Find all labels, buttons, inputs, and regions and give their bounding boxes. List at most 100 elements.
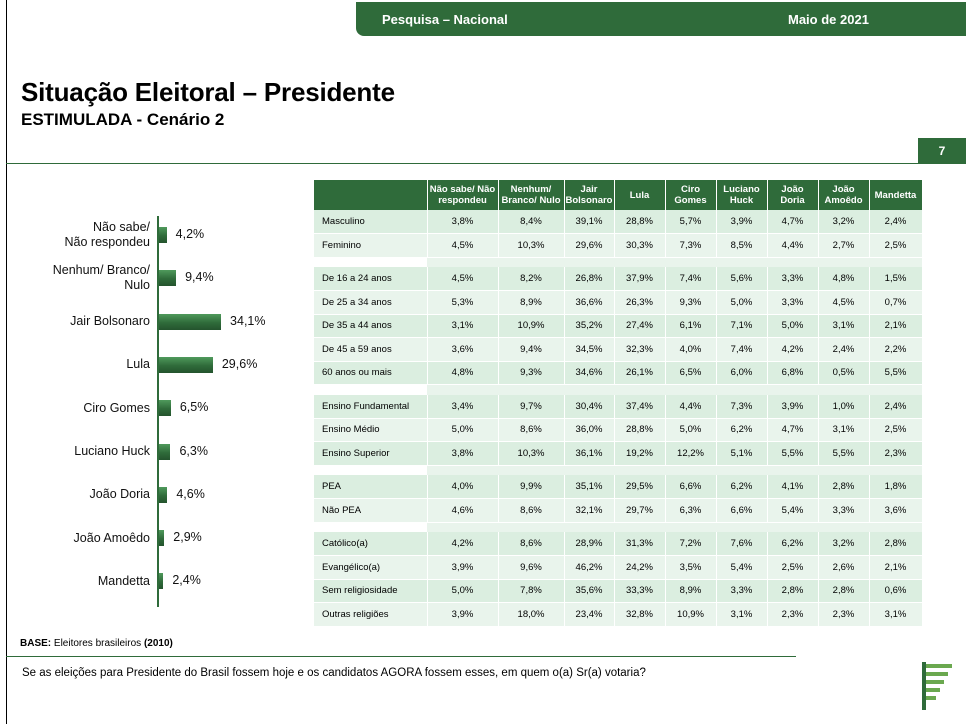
table-cell: 6,8% <box>767 361 819 385</box>
table-cell: 7,4% <box>716 337 768 362</box>
table-cell: 18,0% <box>498 602 565 627</box>
table-cell: 5,4% <box>767 498 819 523</box>
table-row: Não PEA 4,6% 8,6% 32,1% 29,7% 6,3% 6,6% 5,4% 3,3… <box>314 498 923 523</box>
table-cell: 1,0% <box>818 394 870 419</box>
table-cell: 4,0% <box>427 475 499 499</box>
table-cell: 4,2% <box>767 337 819 362</box>
footer-divider <box>6 656 796 657</box>
table-cell: 4,1% <box>767 475 819 499</box>
table-cell: 7,8% <box>498 579 565 603</box>
table-column-header: Mandetta <box>869 180 923 210</box>
table-cell: 2,4% <box>818 337 870 362</box>
table-row-label: Ensino Fundamental <box>314 394 428 419</box>
left-border <box>6 0 7 724</box>
table-cell: 8,9% <box>665 579 717 603</box>
table-cell: 35,2% <box>564 314 615 338</box>
table-cell: 7,4% <box>665 267 717 291</box>
table-row: De 35 a 44 anos 3,1% 10,9% 35,2% 27,4% 6,1% 7,… <box>314 314 923 338</box>
table-cell: 4,7% <box>767 418 819 442</box>
page-title: Situação Eleitoral – Presidente <box>21 77 395 107</box>
table-cell: 4,2% <box>427 532 499 556</box>
table-column-header: João Amoêdo <box>818 180 870 210</box>
table-row: Masculino 3,8% 8,4% 39,1% 28,8% 5,7% 3,9% 4,7% 3… <box>314 210 923 234</box>
table-row: 60 anos ou mais 4,8% 9,3% 34,6% 26,1% 6,5% 6,0… <box>314 361 923 385</box>
table-cell: 3,1% <box>427 314 499 338</box>
table-cell: 2,7% <box>818 233 870 258</box>
table-row-label: Evangélico(a) <box>314 555 428 580</box>
table-cell: 5,5% <box>767 441 819 466</box>
table-row-label: 60 anos ou mais <box>314 361 428 385</box>
base-description: Eleitores brasileiros <box>51 638 144 649</box>
table-row-label: Sem religiosidade <box>314 579 428 603</box>
table-cell: 1,5% <box>869 267 923 291</box>
table-row: Outras religiões 3,9% 18,0% 23,4% 32,8% 10,9%… <box>314 602 923 627</box>
bar-value-label: 2,4% <box>172 573 201 588</box>
table-cell: 2,8% <box>869 532 923 556</box>
table-row-label: Outras religiões <box>314 602 428 627</box>
table-column-header: Ciro Gomes <box>665 180 717 210</box>
base-label: BASE: <box>20 638 52 649</box>
table-row: Ensino Superior 3,8% 10,3% 36,1% 19,2% 12,2% 5… <box>314 441 923 466</box>
table-cell: 3,4% <box>427 394 499 419</box>
table-cell: 34,6% <box>564 361 615 385</box>
table-cell: 7,1% <box>716 314 768 338</box>
table-cell: 7,2% <box>665 532 717 556</box>
table-cell: 3,9% <box>716 210 768 234</box>
bar <box>159 400 171 417</box>
table-cell: 5,0% <box>427 579 499 603</box>
table-cell: 5,5% <box>869 361 923 385</box>
bar-value-label: 9,4% <box>185 270 214 285</box>
bar-category-label: Nenhum/ Branco/Nulo <box>52 263 150 293</box>
table-cell: 3,1% <box>818 314 870 338</box>
table-cell: 2,5% <box>869 233 923 258</box>
table-cell: 2,8% <box>818 475 870 499</box>
table-cell: 2,3% <box>767 602 819 627</box>
table-corner-cell <box>314 180 428 210</box>
table-cell: 6,5% <box>665 361 717 385</box>
table-cell: 6,0% <box>716 361 768 385</box>
table-cell: 3,9% <box>767 394 819 419</box>
table-row-label: Católico(a) <box>314 532 428 556</box>
table-cell: 32,3% <box>614 337 666 362</box>
table-row-label: Feminino <box>314 233 428 258</box>
table-row-label: De 16 a 24 anos <box>314 267 428 291</box>
bar <box>159 227 167 243</box>
table-cell: 5,0% <box>427 418 499 442</box>
date-label: Maio de 2021 <box>788 12 869 27</box>
base-count: (2010) <box>143 638 173 649</box>
bar-category-label: João Doria <box>89 487 150 502</box>
table-cell: 5,1% <box>716 441 768 466</box>
table-cell: 46,2% <box>564 555 615 580</box>
table-row-label: PEA <box>314 475 428 499</box>
table-cell: 3,3% <box>767 290 819 315</box>
table-cell: 3,6% <box>427 337 499 362</box>
table-cell: 8,6% <box>498 418 565 442</box>
table-cell: 3,1% <box>818 418 870 442</box>
table-row-label: Masculino <box>314 210 428 234</box>
table-column-header: João Doria <box>767 180 819 210</box>
table-row: Evangélico(a) 3,9% 9,6% 46,2% 24,2% 3,5% 5,4% 2… <box>314 555 923 580</box>
table-cell: 10,9% <box>498 314 565 338</box>
table-row-label: Ensino Superior <box>314 441 428 466</box>
table-cell: 0,5% <box>818 361 870 385</box>
bar-category-label: Luciano Huck <box>74 444 150 458</box>
table-cell: 9,4% <box>498 337 565 362</box>
bar-category-label: Não sabe/Não respondeu <box>64 220 150 249</box>
table-cell: 2,4% <box>869 394 923 419</box>
table-cell: 5,3% <box>427 290 499 315</box>
table-cell: 2,1% <box>869 314 923 338</box>
table-cell: 7,3% <box>716 394 768 419</box>
survey-label: Pesquisa – Nacional <box>382 12 508 27</box>
table-cell: 3,5% <box>665 555 717 580</box>
table-group-spacer <box>314 257 922 267</box>
table-cell: 2,1% <box>869 555 923 580</box>
table-cell: 2,5% <box>869 418 923 442</box>
table-row-label: Ensino Médio <box>314 418 428 442</box>
bar-value-label: 29,6% <box>221 356 258 371</box>
table-cell: 10,9% <box>665 602 717 627</box>
table-cell: 10,3% <box>498 233 565 258</box>
table-cell: 8,6% <box>498 532 565 556</box>
table-cell: 3,6% <box>869 498 923 523</box>
table-cell: 2,3% <box>869 441 923 466</box>
table-cell: 4,6% <box>427 498 499 523</box>
